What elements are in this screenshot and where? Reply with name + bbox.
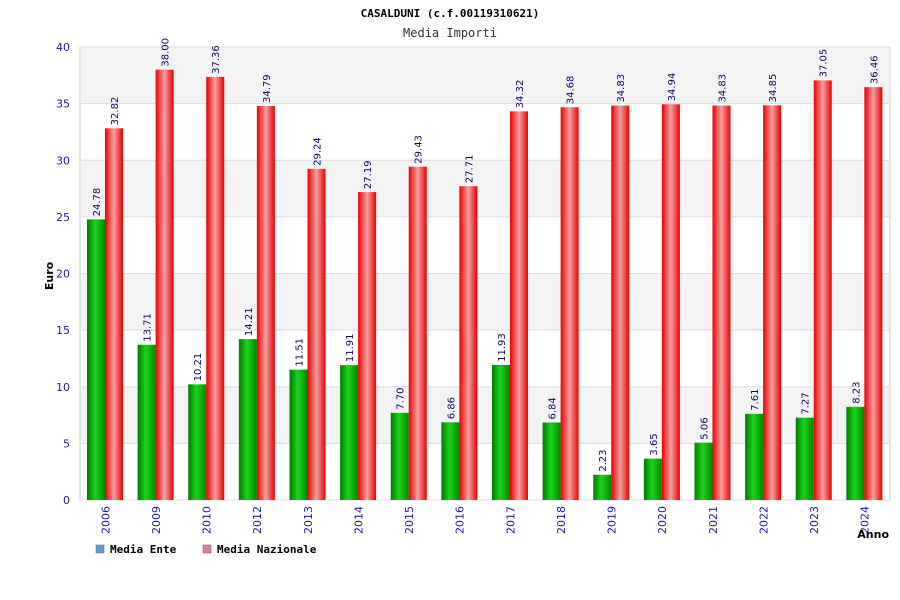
x-tick-label: 2022	[757, 506, 770, 534]
data-label: 5.06	[700, 417, 711, 439]
bar-media-ente	[238, 339, 257, 500]
y-tick-label: 20	[56, 268, 70, 281]
bar-media-nazionale	[560, 107, 579, 501]
x-tick-label: 2020	[656, 506, 669, 534]
data-label: 11.93	[497, 333, 508, 362]
data-label: 34.85	[768, 74, 779, 103]
bar-media-ente	[492, 364, 510, 500]
legend-label: Media Nazionale	[217, 543, 317, 556]
x-tick-label: 2016	[454, 506, 467, 534]
x-tick-label: 2018	[555, 506, 568, 534]
x-tick-label: 2013	[302, 506, 315, 534]
x-tick-label: 2014	[352, 506, 365, 534]
x-tick-label: 2009	[150, 506, 163, 534]
data-label: 7.70	[396, 388, 407, 410]
bar-media-nazionale	[408, 166, 427, 500]
bar-media-ente	[846, 406, 865, 500]
bar-media-ente	[137, 344, 156, 500]
bar-media-ente	[87, 219, 105, 500]
x-tick-label: 2021	[707, 506, 720, 534]
data-label: 27.19	[363, 160, 374, 189]
data-label: 29.24	[313, 137, 324, 166]
legend-swatch	[202, 544, 212, 554]
bar-media-ente	[643, 458, 662, 500]
y-tick-label: 15	[56, 324, 70, 337]
bar-media-ente	[289, 369, 308, 500]
bar-media-nazionale	[712, 105, 731, 501]
data-label: 6.86	[446, 397, 457, 419]
x-tick-label: 2023	[808, 506, 821, 534]
y-tick-label: 0	[63, 494, 70, 507]
data-label: 27.71	[464, 155, 475, 184]
bar-media-ente	[795, 417, 814, 500]
bar-media-ente	[390, 412, 409, 500]
bar-media-ente	[694, 442, 713, 500]
legend-label: Media Ente	[110, 543, 177, 556]
bar-media-nazionale	[813, 80, 832, 500]
bar-media-nazionale	[763, 105, 782, 500]
data-label: 36.46	[869, 55, 880, 84]
data-label: 3.65	[649, 433, 660, 455]
bar-media-nazionale	[864, 87, 883, 500]
bar-media-ente	[441, 422, 460, 500]
data-label: 34.79	[262, 74, 273, 103]
data-label: 34.68	[566, 76, 577, 105]
data-label: 34.83	[718, 74, 729, 103]
bar-media-ente	[542, 422, 561, 500]
bar-media-ente	[340, 365, 359, 500]
bar-media-nazionale	[307, 168, 326, 500]
bar-media-nazionale	[611, 105, 630, 501]
data-label: 37.36	[211, 45, 222, 74]
data-label: 24.78	[92, 188, 103, 217]
data-label: 32.82	[110, 97, 121, 126]
chart-subtitle: Media Importi	[403, 26, 497, 40]
x-tick-label: 2010	[201, 506, 214, 534]
bar-media-nazionale	[256, 106, 275, 501]
y-tick-label: 40	[56, 41, 70, 54]
bar-media-nazionale	[510, 111, 528, 501]
data-label: 8.23	[851, 382, 862, 404]
data-label: 29.43	[414, 135, 425, 164]
bar-media-nazionale	[661, 104, 680, 500]
data-label: 11.51	[295, 338, 306, 367]
y-tick-label: 10	[56, 381, 70, 394]
y-tick-label: 30	[56, 154, 70, 167]
bar-media-ente	[188, 384, 207, 500]
data-label: 34.94	[667, 73, 678, 102]
x-tick-label: 2024	[859, 506, 872, 534]
y-tick-label: 5	[63, 437, 70, 450]
x-tick-label: 2015	[403, 506, 416, 534]
x-tick-label: 2019	[606, 506, 619, 534]
data-label: 34.32	[515, 80, 526, 109]
chart-title: CASALDUNI (c.f.00119310621)	[361, 7, 540, 20]
data-label: 6.84	[548, 397, 559, 419]
x-tick-label: 2012	[251, 506, 264, 534]
bar-media-nazionale	[105, 128, 123, 500]
x-tick-label: 2017	[504, 506, 517, 534]
y-tick-label: 25	[56, 211, 70, 224]
data-label: 38.00	[161, 38, 172, 67]
x-axis-label: Anno	[857, 528, 889, 541]
data-label: 10.21	[193, 353, 204, 382]
data-label: 11.91	[345, 333, 356, 362]
data-label: 37.05	[819, 49, 830, 78]
bar-media-nazionale	[155, 69, 174, 501]
data-label: 7.61	[750, 389, 761, 411]
y-tick-label: 35	[56, 98, 70, 111]
bar-media-nazionale	[206, 76, 225, 500]
x-tick-label: 2006	[99, 506, 112, 534]
bar-media-nazionale	[358, 192, 377, 501]
bar-media-ente	[593, 474, 612, 500]
data-label: 13.71	[143, 313, 154, 342]
legend-swatch	[95, 544, 105, 554]
bar-media-nazionale	[459, 186, 478, 500]
data-label: 34.83	[616, 74, 627, 103]
bar-media-ente	[745, 413, 764, 500]
data-label: 2.23	[598, 449, 609, 471]
data-label: 7.27	[801, 392, 812, 414]
data-label: 14.21	[244, 307, 255, 336]
legend: Media Ente Media Nazionale	[95, 543, 317, 556]
y-axis-label: Euro	[43, 261, 56, 290]
